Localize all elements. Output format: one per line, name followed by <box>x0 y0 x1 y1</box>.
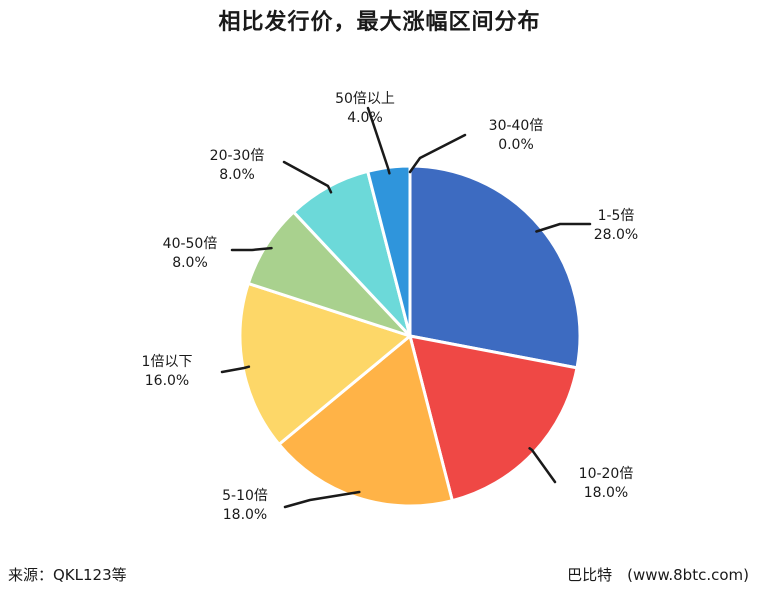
category-label-3: 5-10倍 <box>222 488 268 504</box>
slice-labels: 1-5倍 28.0% 10-20倍 18.0% 5-10倍 18.0% 1倍以下 16.0% 4… <box>142 91 639 523</box>
category-label-2: 10-20倍 <box>579 466 634 482</box>
category-label-7: 50倍以上 <box>335 91 395 107</box>
category-label-6: 20-30倍 <box>210 148 265 164</box>
pie-slice-1 <box>408 164 582 370</box>
category-label-5: 40-50倍 <box>163 236 218 252</box>
pie-slices <box>238 164 582 508</box>
credit-note: 巴比特 (www.8btc.com) <box>567 566 749 584</box>
leader-line-7 <box>366 106 391 175</box>
value-label-8: 0.0% <box>498 137 534 153</box>
leader-line-3 <box>283 490 361 509</box>
value-label-5: 8.0% <box>172 255 208 271</box>
value-label-2: 18.0% <box>584 485 628 501</box>
value-label-1: 28.0% <box>594 227 638 243</box>
leader-line-8 <box>408 133 467 174</box>
value-label-6: 8.0% <box>219 167 255 183</box>
leader-line-5 <box>230 246 273 252</box>
pie-slice-3 <box>277 334 454 508</box>
leader-line-2 <box>528 447 557 484</box>
source-note: 来源：QKL123等 <box>8 566 127 584</box>
value-label-4: 16.0% <box>145 373 189 389</box>
leader-lines <box>220 106 592 509</box>
category-label-8: 30-40倍 <box>489 118 544 134</box>
leader-line-4 <box>220 365 251 374</box>
value-label-3: 18.0% <box>223 507 267 523</box>
category-label-4: 1倍以下 <box>142 354 193 370</box>
value-label-7: 4.0% <box>347 110 383 126</box>
leader-line-1 <box>535 222 592 233</box>
chart-title: 相比发行价，最大涨幅区间分布 <box>218 10 541 35</box>
category-label-1: 1-5倍 <box>598 208 635 224</box>
leader-line-6 <box>282 160 333 194</box>
